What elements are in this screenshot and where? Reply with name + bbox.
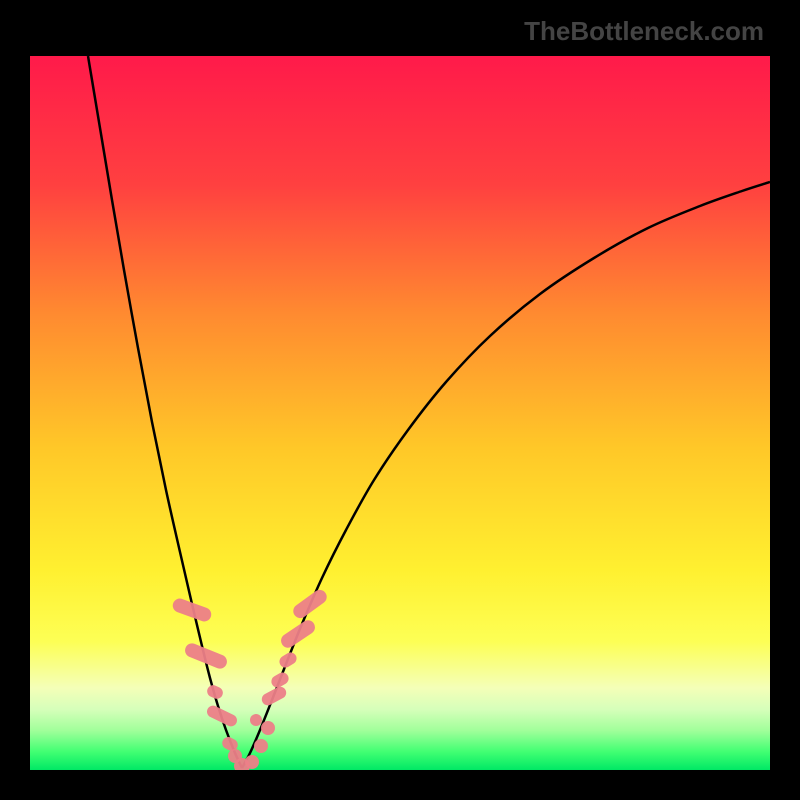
watermark-text: TheBottleneck.com — [524, 16, 764, 47]
marker-pill — [205, 683, 224, 700]
plot-area — [30, 56, 770, 770]
marker-dot — [254, 739, 268, 753]
marker-dot — [250, 714, 262, 726]
marker-pill — [277, 650, 299, 670]
marker-pill — [205, 704, 239, 729]
chart-container: TheBottleneck.com — [0, 0, 800, 800]
marker-pill — [269, 670, 291, 689]
markers-group — [171, 587, 330, 770]
right-curve — [242, 182, 770, 768]
curve-layer — [30, 56, 770, 770]
marker-pill — [291, 587, 330, 621]
marker-dot — [261, 721, 275, 735]
marker-dot — [245, 755, 259, 769]
marker-pill — [260, 685, 289, 708]
marker-pill — [278, 618, 317, 651]
